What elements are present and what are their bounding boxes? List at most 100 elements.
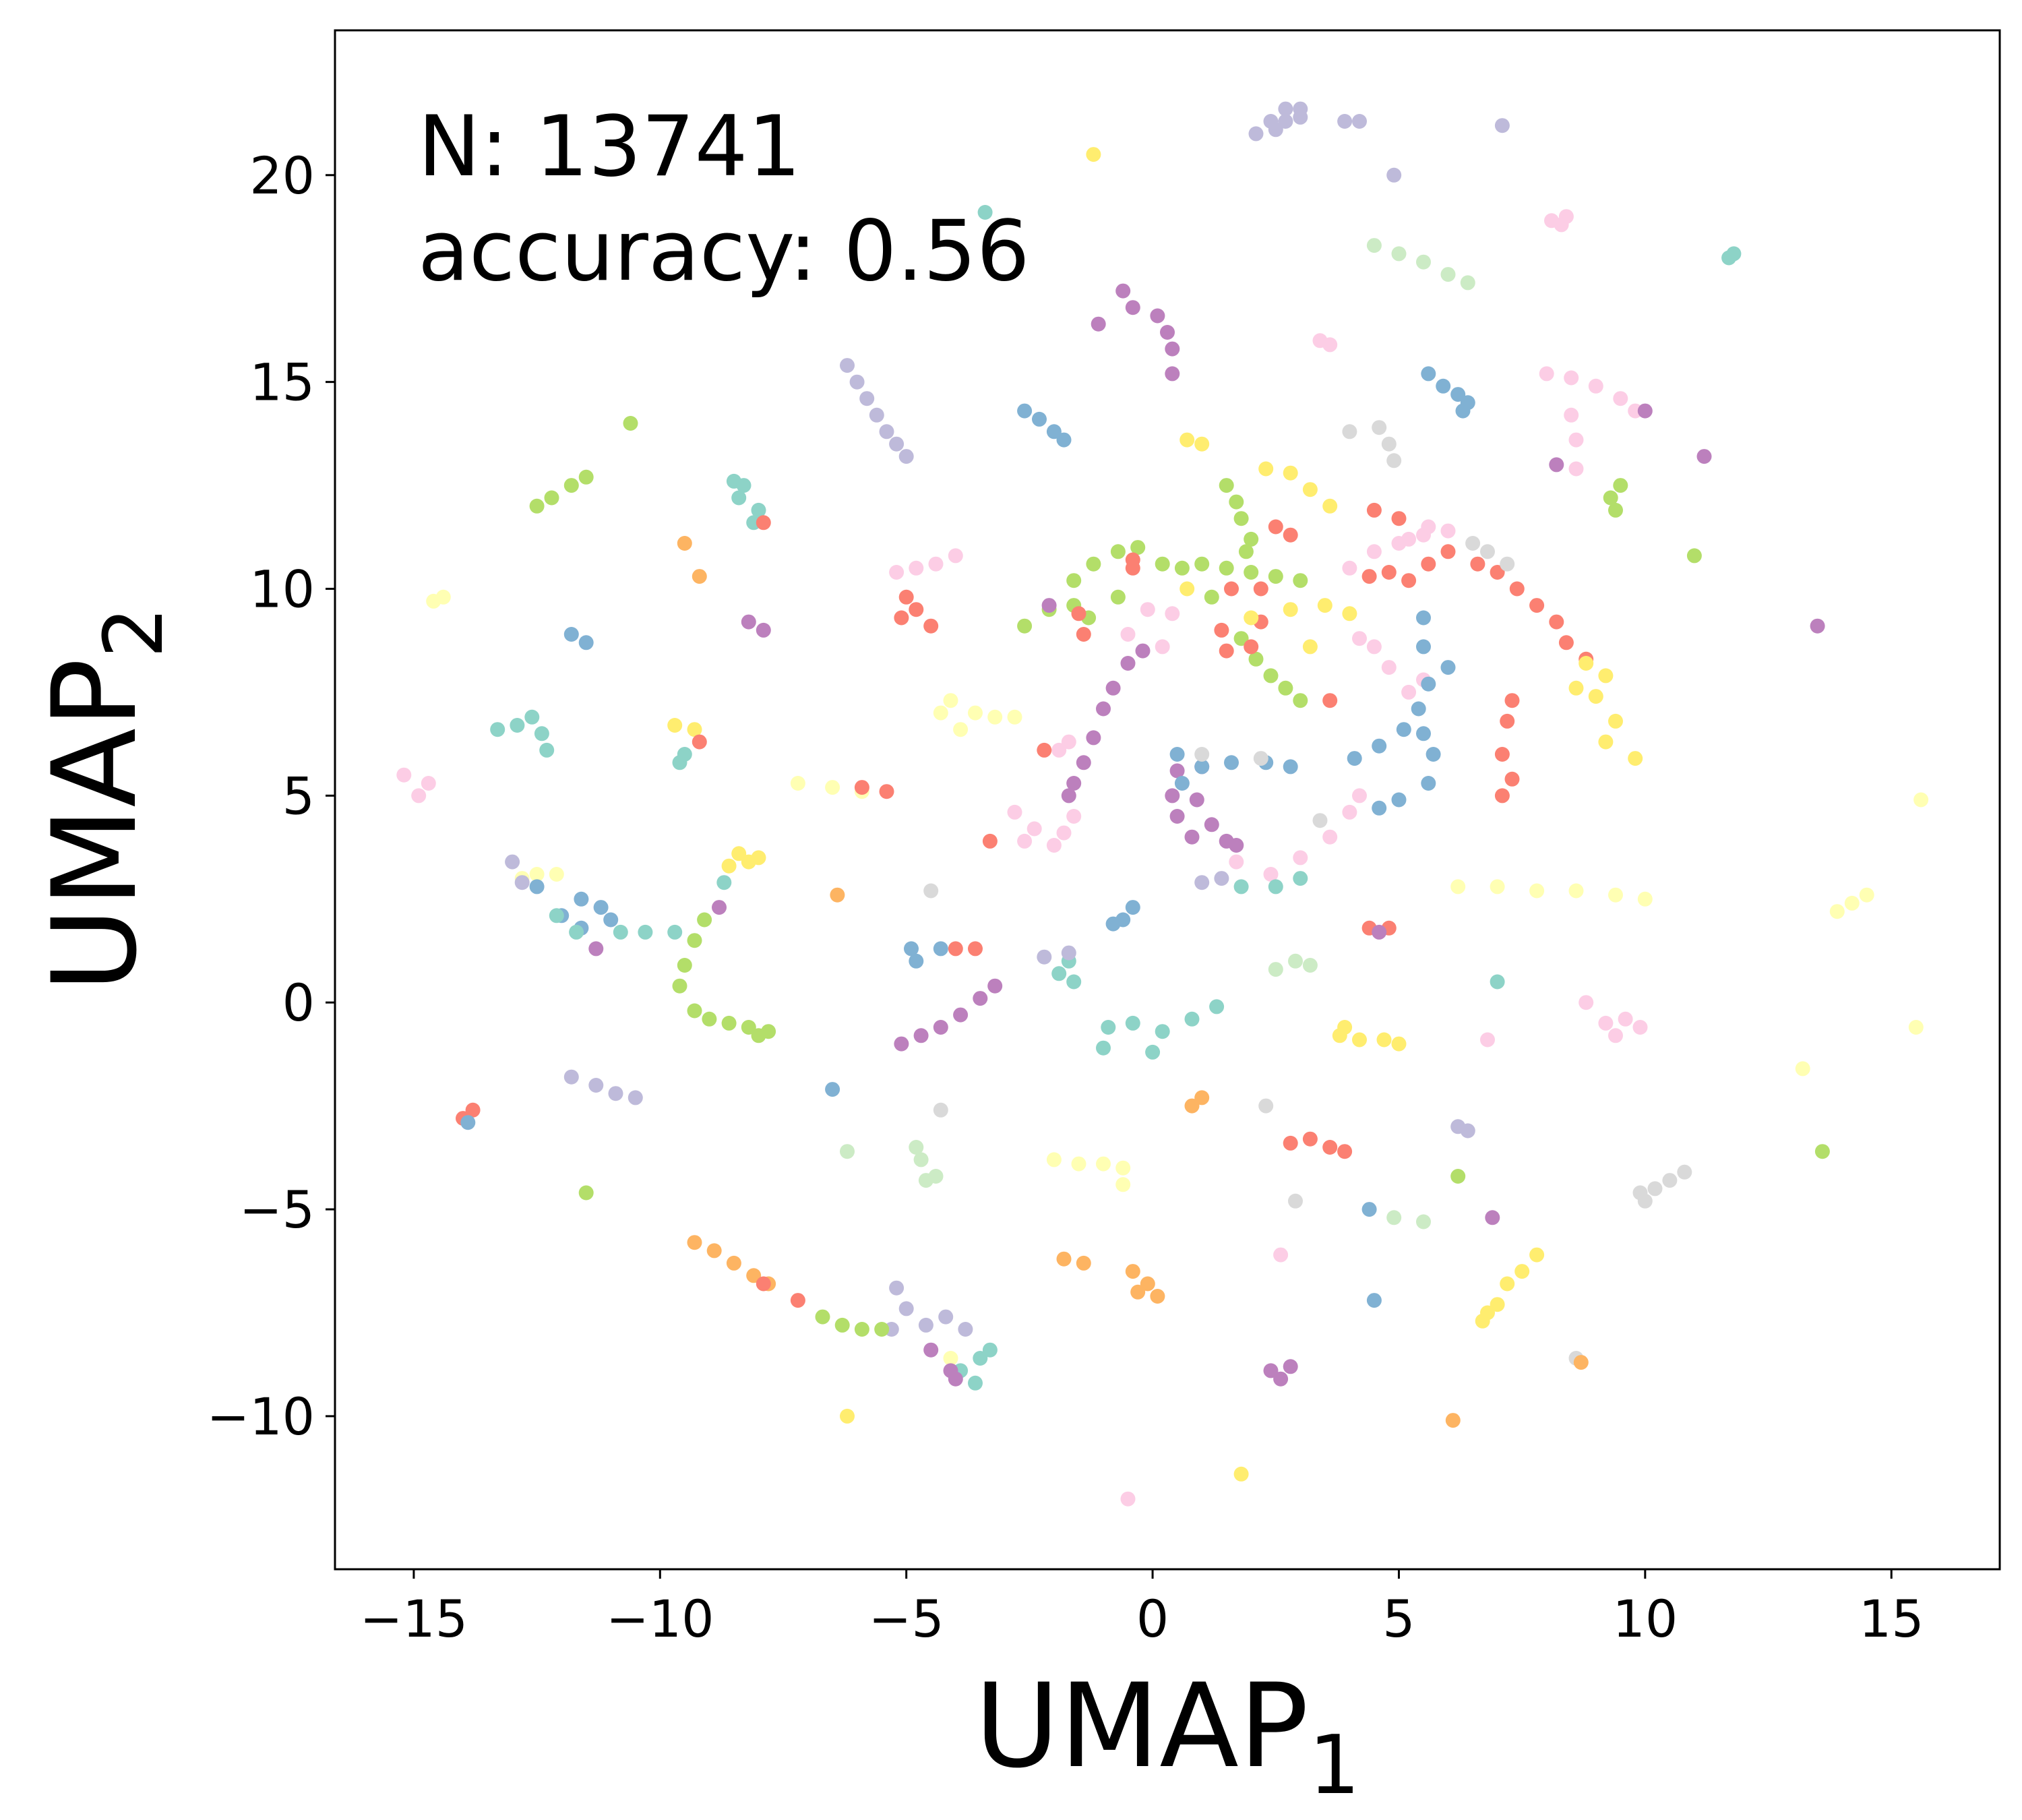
- scatter-point: [1568, 461, 1584, 477]
- scatter-point: [1480, 544, 1495, 559]
- scatter-point: [1317, 598, 1332, 613]
- scatter-point: [1135, 643, 1151, 659]
- scatter-point: [1229, 854, 1244, 870]
- scatter-point: [1494, 788, 1510, 803]
- point-cluster: [943, 1020, 1924, 1366]
- scatter-point: [529, 498, 545, 514]
- scatter-point: [1588, 689, 1603, 704]
- scatter-point: [1322, 498, 1338, 514]
- scatter-point: [913, 1152, 929, 1167]
- point-cluster: [1544, 209, 1574, 233]
- scatter-point: [1598, 1015, 1614, 1031]
- y-tick-label: −5: [239, 1180, 315, 1240]
- point-cluster: [505, 854, 1475, 1337]
- point-cluster: [563, 610, 1456, 932]
- scatter-point: [603, 912, 619, 928]
- scatter-point: [1608, 713, 1623, 729]
- scatter-point: [909, 560, 924, 576]
- scatter-point: [578, 469, 594, 485]
- scatter-point: [1337, 114, 1353, 129]
- scatter-point: [1859, 887, 1874, 903]
- scatter-point: [756, 622, 771, 638]
- scatter-point: [918, 1317, 933, 1333]
- scatter-point: [1500, 556, 1515, 572]
- scatter-point: [1366, 502, 1382, 518]
- scatter-point: [1125, 900, 1140, 915]
- scatter-point: [623, 416, 638, 431]
- scatter-point: [1573, 1355, 1589, 1370]
- scatter-point: [514, 875, 530, 890]
- scatter-point: [1140, 1276, 1155, 1292]
- scatter-point: [840, 358, 855, 373]
- scatter-point: [923, 618, 939, 634]
- scatter-point: [987, 978, 1003, 994]
- scatter-point: [1480, 1032, 1495, 1048]
- point-cluster: [396, 602, 1431, 882]
- scatter-point: [1268, 122, 1283, 138]
- scatter-point: [1233, 879, 1249, 894]
- y-axis-label-subscript: 2: [88, 607, 181, 658]
- scatter-point: [1529, 598, 1545, 613]
- scatter-point: [1293, 109, 1308, 125]
- scatter-point: [544, 490, 559, 506]
- scatter-point: [1244, 639, 1259, 655]
- scatter-point: [1258, 1098, 1274, 1114]
- scatter-point: [859, 391, 875, 406]
- scatter-point: [938, 1309, 954, 1325]
- scatter-point: [1096, 1040, 1111, 1056]
- scatter-point: [1504, 771, 1520, 787]
- scatter-point: [1283, 465, 1298, 481]
- y-tick-label: 0: [282, 973, 315, 1033]
- scatter-point: [1440, 267, 1456, 282]
- scatter-point: [697, 912, 712, 928]
- scatter-point: [948, 1371, 963, 1387]
- scatter-point: [465, 1102, 481, 1118]
- point-cluster: [1337, 114, 1510, 183]
- scatter-point: [1366, 1293, 1382, 1308]
- scatter-point: [608, 1086, 623, 1101]
- scatter-point: [1253, 581, 1268, 597]
- scatter-point: [756, 515, 771, 530]
- scatter-point: [1361, 1202, 1377, 1217]
- scatter-point: [1233, 1466, 1249, 1482]
- scatter-point: [677, 747, 692, 762]
- scatter-point: [948, 941, 963, 957]
- scatter-point: [909, 953, 924, 969]
- scatter-point: [529, 879, 545, 894]
- scatter-point: [1568, 680, 1584, 696]
- scatter-point: [1302, 958, 1318, 973]
- scatter-point: [1219, 643, 1234, 659]
- scatter-point: [524, 709, 540, 725]
- scatter-point: [825, 1082, 840, 1097]
- point-cluster: [692, 734, 1052, 957]
- scatter-point: [1283, 1359, 1298, 1374]
- scatter-point: [1352, 631, 1367, 646]
- scatter-point: [1401, 531, 1417, 547]
- scatter-point: [751, 850, 766, 866]
- point-cluster: [514, 693, 1929, 919]
- scatter-point: [1416, 1214, 1431, 1230]
- scatter-point: [1096, 701, 1111, 717]
- scatter-point: [677, 958, 692, 973]
- scatter-point: [1391, 792, 1407, 808]
- scatter-point: [1564, 407, 1579, 423]
- scatter-point: [1421, 519, 1436, 535]
- scatter-point: [510, 718, 525, 733]
- scatter-point: [1391, 1036, 1407, 1052]
- scatter-point: [1194, 759, 1210, 775]
- y-axis-ticks: −10 −5 0 5 10 15 20: [207, 146, 335, 1447]
- scatter-point: [1386, 1210, 1402, 1225]
- point-cluster: [1219, 478, 1702, 564]
- point-cluster: [840, 358, 914, 464]
- scatter-point: [1096, 1156, 1111, 1172]
- scatter-point: [1529, 1247, 1545, 1263]
- scatter-point: [1416, 254, 1431, 270]
- scatter-point: [687, 722, 702, 737]
- scatter-point: [1637, 891, 1653, 907]
- plot-area-frame: [334, 29, 2001, 1571]
- scatter-point: [1908, 1020, 1924, 1035]
- scatter-point: [1401, 684, 1417, 700]
- scatter-point: [1066, 573, 1082, 588]
- scatter-point: [968, 941, 983, 957]
